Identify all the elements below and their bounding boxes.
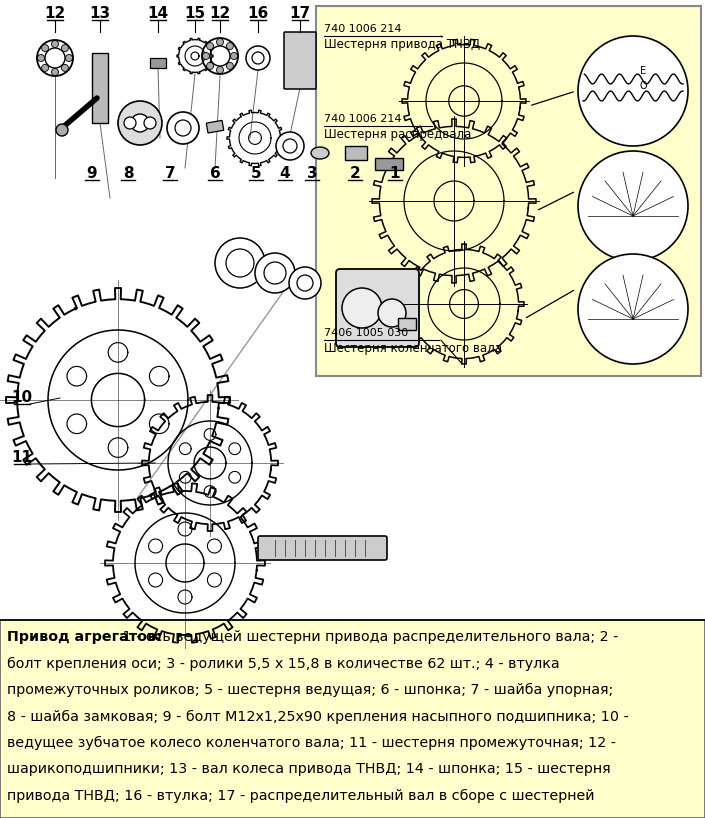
Circle shape	[61, 65, 68, 71]
Text: 17: 17	[290, 6, 311, 20]
Circle shape	[42, 65, 49, 71]
Circle shape	[37, 55, 44, 61]
Bar	[398, 318, 416, 330]
Circle shape	[202, 38, 238, 74]
Circle shape	[578, 36, 688, 146]
Bar	[207, 120, 223, 133]
Text: привода ТНВД; 16 - втулка; 17 - распределительный вал в сборе с шестерней: привода ТНВД; 16 - втулка; 17 - распреде…	[7, 789, 594, 803]
Text: 7406 1005 030: 7406 1005 030	[324, 328, 408, 338]
Text: 11: 11	[11, 451, 32, 465]
Text: Шестерня привода ТНВД: Шестерня привода ТНВД	[324, 38, 480, 51]
Text: 4: 4	[280, 165, 290, 181]
Circle shape	[37, 40, 73, 76]
Text: шарикоподшипники; 13 - вал колеса привода ТНВД; 14 - шпонка; 15 - шестерня: шарикоподшипники; 13 - вал колеса привод…	[7, 762, 611, 776]
Text: 2: 2	[350, 165, 360, 181]
Circle shape	[131, 114, 149, 132]
Text: 12: 12	[209, 6, 231, 20]
Text: 5: 5	[251, 165, 262, 181]
Bar	[0, 620, 705, 818]
FancyBboxPatch shape	[284, 32, 316, 89]
Ellipse shape	[311, 147, 329, 159]
Circle shape	[216, 38, 223, 46]
Text: O: O	[639, 81, 646, 91]
FancyBboxPatch shape	[336, 269, 419, 347]
Circle shape	[226, 62, 233, 70]
Text: 10: 10	[11, 390, 32, 406]
Circle shape	[51, 41, 59, 47]
Circle shape	[66, 55, 73, 61]
Circle shape	[289, 267, 321, 299]
Circle shape	[378, 299, 406, 327]
Text: E: E	[640, 66, 646, 76]
FancyBboxPatch shape	[258, 536, 387, 560]
Text: Шестерня коленчатого вала: Шестерня коленчатого вала	[324, 342, 502, 355]
Circle shape	[42, 45, 49, 52]
Circle shape	[578, 151, 688, 261]
Circle shape	[276, 132, 304, 160]
Text: 740 1006 214: 740 1006 214	[324, 114, 402, 124]
Circle shape	[118, 101, 162, 145]
Circle shape	[61, 45, 68, 52]
Circle shape	[246, 46, 270, 70]
Bar	[92, 53, 108, 123]
Text: 13: 13	[90, 6, 111, 20]
Text: 8: 8	[123, 165, 133, 181]
Text: 12: 12	[44, 6, 66, 20]
Circle shape	[144, 117, 156, 129]
Bar	[316, 6, 701, 376]
Circle shape	[124, 117, 136, 129]
Text: Шестерня распредвала: Шестерня распредвала	[324, 128, 472, 141]
Text: 6: 6	[209, 165, 221, 181]
Text: 1 - ось ведущей шестерни привода распределительного вала; 2 -: 1 - ось ведущей шестерни привода распред…	[118, 630, 619, 644]
Text: 740 1006 214: 740 1006 214	[324, 24, 402, 34]
Circle shape	[167, 112, 199, 144]
Circle shape	[215, 238, 265, 288]
Circle shape	[51, 69, 59, 75]
Circle shape	[207, 43, 214, 50]
Text: ведущее зубчатое колесо коленчатого вала; 11 - шестерня промежуточная; 12 -: ведущее зубчатое колесо коленчатого вала…	[7, 736, 616, 750]
Circle shape	[578, 254, 688, 364]
Text: болт крепления оси; 3 - ролики 5,5 х 15,8 в количестве 62 шт.; 4 - втулка: болт крепления оси; 3 - ролики 5,5 х 15,…	[7, 657, 560, 671]
Text: 9: 9	[87, 165, 97, 181]
Circle shape	[226, 43, 233, 50]
Bar	[345, 146, 367, 160]
Text: 3: 3	[307, 165, 317, 181]
Text: 1: 1	[390, 165, 400, 181]
Circle shape	[207, 62, 214, 70]
Circle shape	[216, 66, 223, 74]
Text: Привод агрегатов:: Привод агрегатов:	[7, 630, 162, 644]
Text: 8 - шайба замковая; 9 - болт М12х1,25х90 крепления насыпного подшипника; 10 -: 8 - шайба замковая; 9 - болт М12х1,25х90…	[7, 709, 629, 724]
Bar	[150, 58, 166, 68]
Circle shape	[231, 52, 238, 60]
Text: 16: 16	[247, 6, 269, 20]
Circle shape	[342, 288, 382, 328]
Text: 7: 7	[165, 165, 176, 181]
Bar	[375, 158, 403, 170]
Circle shape	[56, 124, 68, 136]
Circle shape	[255, 253, 295, 293]
Circle shape	[202, 52, 209, 60]
Text: промежуточных роликов; 5 - шестерня ведущая; 6 - шпонка; 7 - шайба упорная;: промежуточных роликов; 5 - шестерня веду…	[7, 683, 613, 697]
Text: 14: 14	[147, 6, 168, 20]
Text: 15: 15	[185, 6, 206, 20]
